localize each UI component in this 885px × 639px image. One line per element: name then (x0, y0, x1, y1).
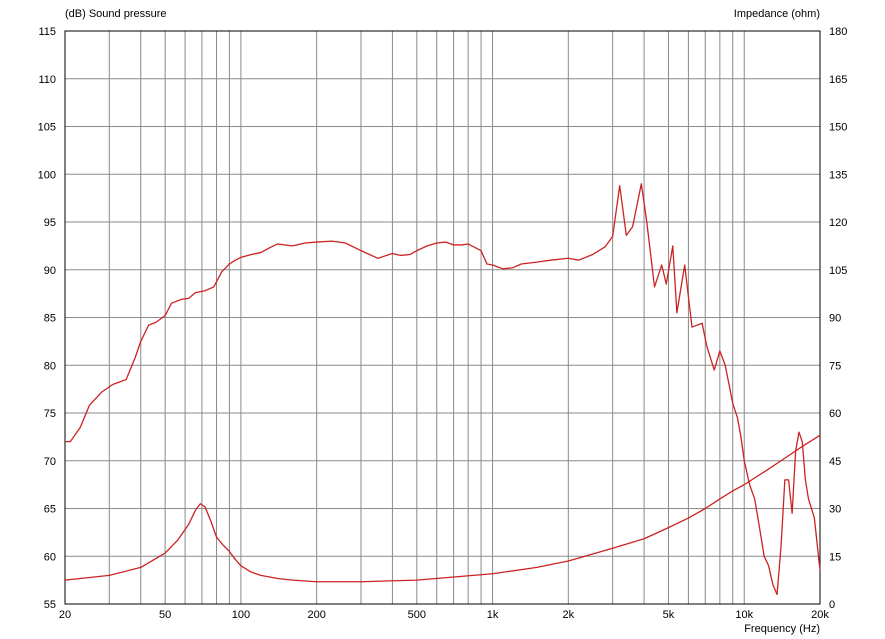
y-right-tick-label: 45 (829, 456, 841, 468)
y-left-tick-label: 95 (44, 217, 56, 229)
y-right-tick-label: 30 (829, 504, 841, 516)
y-left-tick-label: 75 (44, 408, 56, 420)
x-tick-label: 1k (487, 609, 499, 621)
y-right-tick-label: 165 (829, 74, 847, 86)
curves (64, 183, 821, 596)
y-left-tick-label: 80 (44, 360, 56, 372)
x-tick-label: 200 (307, 609, 325, 621)
y-right-tick-label: 60 (829, 408, 841, 420)
y-left-tick-label: 85 (44, 313, 56, 325)
y-left-tick-label: 105 (38, 122, 56, 134)
x-tick-label: 2k (563, 609, 575, 621)
y-right-tick-label: 15 (829, 551, 841, 563)
y-right-tick-label: 150 (829, 122, 847, 134)
x-tick-label: 100 (232, 609, 250, 621)
y-right-tick-label: 105 (829, 265, 847, 277)
impedance-curve (64, 434, 821, 583)
y-right-tick-label: 90 (829, 313, 841, 325)
x-tick-label: 5k (663, 609, 675, 621)
x-tick-label: 50 (159, 609, 171, 621)
y-left-tick-label: 110 (38, 74, 56, 86)
y-left-axis-title: (dB) Sound pressure (65, 8, 167, 20)
x-tick-labels: 20 50 100 200 500 1k 2k 5k 10k 20k (59, 609, 829, 621)
y-right-tick-label: 75 (829, 360, 841, 372)
y-right-tick-label: 0 (829, 599, 835, 611)
y-left-tick-label: 115 (38, 26, 56, 38)
y-left-tick-labels: 55 60 65 70 75 80 85 90 95 100 105 110 115 (38, 26, 56, 611)
y-right-axis-title: Impedance (ohm) (734, 8, 820, 20)
y-right-tick-label: 180 (829, 26, 847, 38)
sound-pressure-curve (65, 183, 821, 596)
y-left-tick-label: 70 (44, 456, 56, 468)
y-left-tick-label: 90 (44, 265, 56, 277)
plot-frame (64, 30, 821, 605)
y-left-tick-label: 65 (44, 504, 56, 516)
grid-lines (65, 31, 820, 604)
x-tick-label: 500 (408, 609, 426, 621)
y-right-tick-labels: 0 15 30 45 60 75 90 105 120 135 150 165 180 (829, 26, 847, 611)
x-tick-label: 10k (735, 609, 753, 621)
x-axis-title: Frequency (Hz) (744, 623, 820, 635)
y-right-tick-label: 120 (829, 217, 847, 229)
y-left-tick-label: 55 (44, 599, 56, 611)
y-right-tick-label: 135 (829, 169, 847, 181)
y-left-tick-label: 60 (44, 551, 56, 563)
x-tick-label: 20 (59, 609, 71, 621)
y-left-tick-label: 100 (38, 169, 56, 181)
x-tick-label: 20k (811, 609, 829, 621)
